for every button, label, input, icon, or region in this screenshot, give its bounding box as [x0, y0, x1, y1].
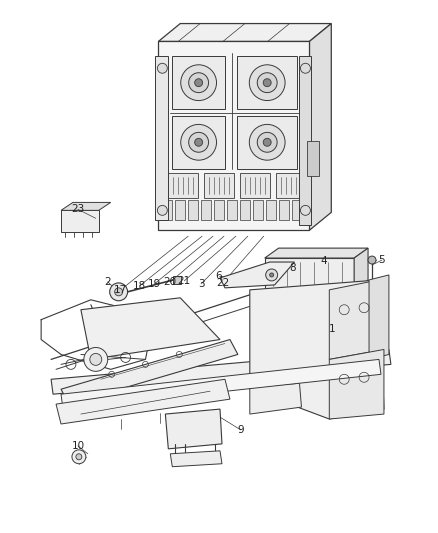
Polygon shape [240, 173, 270, 198]
Polygon shape [214, 200, 224, 220]
Polygon shape [61, 359, 381, 409]
Polygon shape [188, 200, 198, 220]
Polygon shape [265, 258, 354, 290]
Circle shape [194, 139, 203, 146]
Circle shape [249, 65, 285, 101]
Circle shape [157, 205, 167, 215]
Circle shape [72, 450, 86, 464]
Circle shape [194, 79, 203, 87]
Polygon shape [201, 200, 211, 220]
Text: 17: 17 [114, 285, 127, 295]
Polygon shape [159, 23, 331, 42]
Circle shape [257, 132, 277, 152]
Polygon shape [175, 200, 185, 220]
Circle shape [266, 269, 278, 281]
Polygon shape [237, 116, 297, 168]
Polygon shape [204, 173, 234, 198]
Circle shape [157, 63, 167, 73]
Polygon shape [61, 211, 99, 232]
Polygon shape [266, 200, 276, 220]
Polygon shape [81, 298, 220, 359]
Text: 6: 6 [215, 271, 223, 281]
Polygon shape [369, 275, 389, 359]
Polygon shape [329, 350, 384, 419]
Polygon shape [307, 141, 319, 175]
Polygon shape [51, 350, 391, 394]
Circle shape [189, 132, 208, 152]
Polygon shape [173, 276, 181, 284]
Text: 4: 4 [320, 256, 327, 266]
Polygon shape [172, 116, 225, 168]
Text: 2: 2 [104, 277, 111, 287]
Text: 19: 19 [148, 279, 161, 289]
Polygon shape [276, 173, 305, 198]
Polygon shape [61, 203, 111, 211]
Text: 23: 23 [71, 204, 85, 214]
Polygon shape [237, 56, 297, 109]
Polygon shape [250, 383, 301, 414]
Circle shape [300, 205, 311, 215]
Polygon shape [159, 42, 309, 230]
Circle shape [115, 288, 123, 296]
Circle shape [90, 353, 102, 365]
Text: 3: 3 [198, 279, 205, 289]
Polygon shape [61, 340, 238, 404]
Text: 1: 1 [329, 324, 336, 334]
Circle shape [300, 63, 311, 73]
Text: 22: 22 [216, 278, 230, 288]
Text: 5: 5 [378, 255, 385, 265]
Polygon shape [162, 200, 172, 220]
Circle shape [270, 273, 274, 277]
Polygon shape [220, 262, 294, 288]
Polygon shape [354, 248, 368, 290]
Text: 21: 21 [177, 276, 191, 286]
Circle shape [189, 72, 208, 93]
Circle shape [84, 348, 108, 372]
Text: 18: 18 [133, 281, 146, 291]
Circle shape [249, 124, 285, 160]
Circle shape [110, 283, 127, 301]
Polygon shape [155, 56, 168, 220]
Polygon shape [227, 200, 237, 220]
Polygon shape [172, 56, 225, 109]
Polygon shape [170, 451, 222, 467]
Circle shape [181, 124, 216, 160]
Polygon shape [329, 280, 384, 359]
Polygon shape [265, 248, 368, 258]
Circle shape [263, 79, 271, 87]
Circle shape [368, 256, 376, 264]
Circle shape [257, 72, 277, 93]
Polygon shape [309, 23, 331, 230]
Text: 10: 10 [71, 441, 85, 451]
Circle shape [263, 139, 271, 146]
Text: 8: 8 [289, 263, 296, 273]
Polygon shape [56, 379, 230, 424]
Polygon shape [250, 280, 384, 419]
Polygon shape [300, 56, 311, 225]
Polygon shape [253, 200, 263, 220]
Circle shape [181, 65, 216, 101]
Text: 20: 20 [164, 277, 177, 287]
Polygon shape [165, 409, 222, 449]
Polygon shape [279, 200, 289, 220]
Circle shape [76, 454, 82, 460]
Text: 9: 9 [237, 425, 244, 435]
Polygon shape [240, 200, 250, 220]
Polygon shape [168, 173, 198, 198]
Polygon shape [292, 200, 301, 220]
